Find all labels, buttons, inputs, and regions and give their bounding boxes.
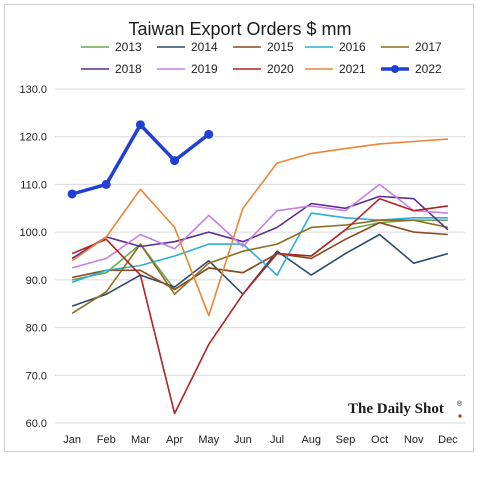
legend-item: 2016 <box>305 40 366 54</box>
series-2013 <box>71 219 448 291</box>
legend-label: 2022 <box>415 62 442 76</box>
line-chart: Taiwan Export Orders $ mm 2013 2014 2015 20… <box>19 19 465 446</box>
series-2020 <box>71 197 449 415</box>
y-tick-label: 100.0 <box>19 227 47 239</box>
x-tick-label: Jun <box>234 434 252 446</box>
legend-marker <box>391 65 399 73</box>
y-tick-label: 110.0 <box>20 179 47 191</box>
y-gridlines <box>55 88 465 424</box>
x-tick-label: Dec <box>438 434 458 446</box>
data-point <box>101 179 111 189</box>
series-line <box>71 138 448 317</box>
x-tick-label: Feb <box>97 434 116 446</box>
series-2017 <box>71 219 449 314</box>
legend-item: 2022 <box>381 62 442 76</box>
chart-series <box>67 120 449 415</box>
series-line <box>71 195 449 260</box>
series-2021 <box>71 138 448 317</box>
legend-label: 2013 <box>115 40 142 54</box>
legend-item: 2015 <box>233 40 294 54</box>
x-tick-label: Nov <box>404 434 424 446</box>
legend-label: 2014 <box>191 40 218 54</box>
y-tick-label: 120.0 <box>19 132 47 144</box>
x-tick-label: Apr <box>166 434 183 446</box>
x-tick-label: Sep <box>336 434 356 446</box>
x-tick-label: Aug <box>301 434 321 446</box>
brand-logo: The Daily Shot ® <box>348 400 463 418</box>
data-point <box>135 120 145 130</box>
brand-dot <box>458 414 462 418</box>
x-tick-label: Jan <box>63 434 81 446</box>
chart-frame: Taiwan Export Orders $ mm 2013 2014 2015 20… <box>4 4 474 452</box>
y-tick-label: 60.0 <box>26 418 47 430</box>
legend-label: 2017 <box>415 40 442 54</box>
y-tick-label: 80.0 <box>26 323 47 335</box>
x-tick-label: Oct <box>371 434 388 446</box>
x-tick-label: Mar <box>131 434 150 446</box>
y-tick-label: 70.0 <box>26 370 47 382</box>
y-axis-ticks: 60.0 70.0 80.0 90.0 100.0 110.0 120.0 130.0 <box>19 84 47 430</box>
legend-label: 2020 <box>267 62 294 76</box>
legend-item: 2013 <box>81 40 142 54</box>
legend-item: 2020 <box>233 62 294 76</box>
chart-title: Taiwan Export Orders $ mm <box>128 19 351 39</box>
chart-legend: 2013 2014 2015 2016 2017 2018 2019 2020 2021 2022 <box>81 40 442 76</box>
series-line <box>71 219 449 314</box>
y-tick-label: 90.0 <box>26 275 47 287</box>
legend-item: 2018 <box>81 62 142 76</box>
legend-item: 2014 <box>157 40 218 54</box>
x-tick-label: Jul <box>270 434 284 446</box>
series-2018 <box>71 195 449 260</box>
series-2015 <box>71 221 448 291</box>
legend-label: 2021 <box>339 62 366 76</box>
data-point <box>67 189 77 199</box>
series-2022 <box>67 120 214 199</box>
x-tick-label: May <box>198 434 219 446</box>
series-line <box>71 123 210 196</box>
y-tick-label: 130.0 <box>19 84 47 96</box>
legend-item: 2019 <box>157 62 218 76</box>
brand-mark: ® <box>457 400 463 408</box>
legend-label: 2018 <box>115 62 142 76</box>
series-line <box>71 219 448 291</box>
legend-label: 2019 <box>191 62 218 76</box>
x-axis-ticks: Jan Feb Mar Apr May Jun Jul Aug Sep Oct Nov Dec <box>63 434 458 446</box>
data-point <box>204 129 214 139</box>
legend-label: 2016 <box>339 40 366 54</box>
brand-text: The Daily Shot <box>348 401 444 417</box>
legend-item: 2021 <box>305 62 366 76</box>
data-point <box>170 156 180 166</box>
legend-item: 2017 <box>381 40 442 54</box>
legend-label: 2015 <box>267 40 294 54</box>
series-2019 <box>71 183 448 269</box>
series-line <box>71 197 449 415</box>
series-line <box>71 183 448 269</box>
series-line <box>71 221 448 291</box>
